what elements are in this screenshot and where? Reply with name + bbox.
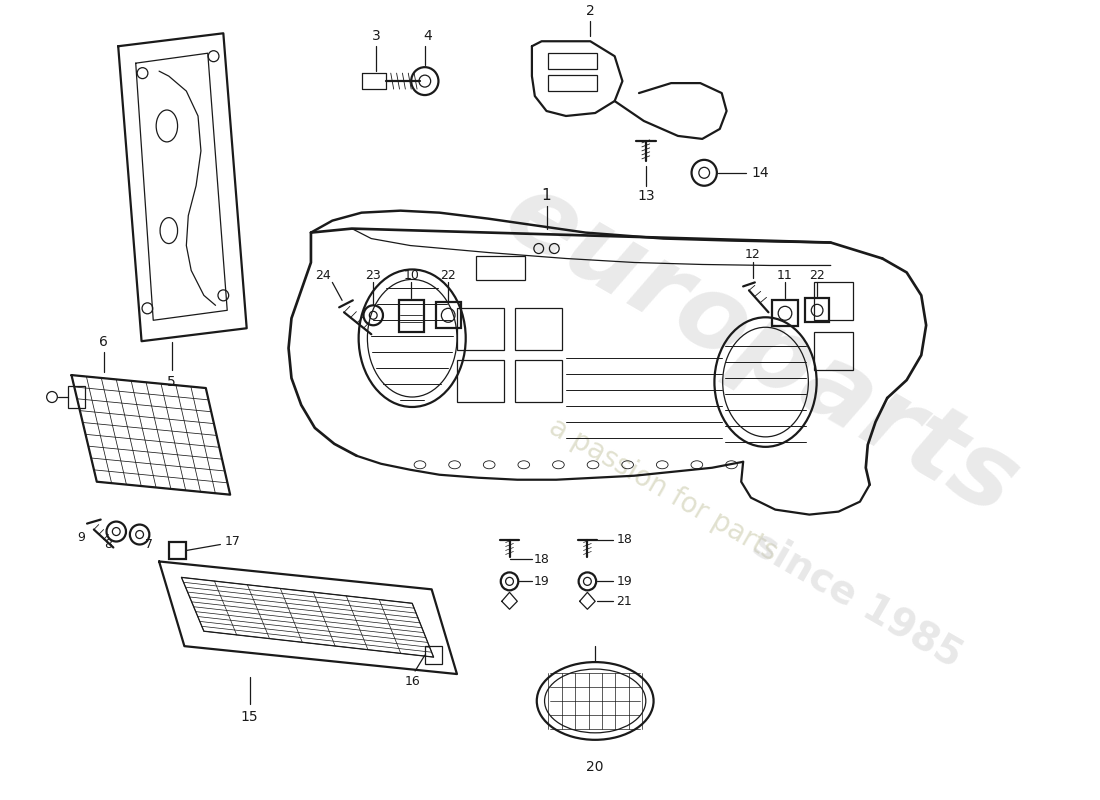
Bar <box>476 257 525 281</box>
Bar <box>436 302 461 328</box>
Text: 21: 21 <box>616 594 632 608</box>
Text: 11: 11 <box>777 269 793 282</box>
Text: 24: 24 <box>315 269 330 282</box>
Bar <box>549 75 597 91</box>
Text: 20: 20 <box>586 760 604 774</box>
Bar <box>456 360 504 402</box>
Text: 14: 14 <box>752 166 770 180</box>
Text: 4: 4 <box>424 30 432 43</box>
Bar <box>168 542 186 559</box>
Text: 16: 16 <box>405 674 420 687</box>
Bar <box>772 300 798 326</box>
Text: 6: 6 <box>99 335 108 350</box>
Text: 22: 22 <box>810 269 825 282</box>
Bar <box>814 332 854 370</box>
Text: 10: 10 <box>404 269 419 282</box>
Text: 22: 22 <box>440 269 456 282</box>
Bar <box>805 298 828 322</box>
Text: 2: 2 <box>586 4 595 18</box>
Bar <box>516 308 562 350</box>
Text: 9: 9 <box>77 531 85 544</box>
Text: 15: 15 <box>241 710 258 724</box>
Bar <box>67 386 85 408</box>
Text: 3: 3 <box>372 30 381 43</box>
Bar <box>814 282 854 320</box>
Bar <box>398 300 424 332</box>
Text: 17: 17 <box>226 535 241 548</box>
Bar <box>516 360 562 402</box>
Text: 12: 12 <box>745 248 761 261</box>
Text: a passion for parts: a passion for parts <box>544 413 782 566</box>
Text: 7: 7 <box>145 538 153 551</box>
Text: 19: 19 <box>534 575 550 588</box>
Text: 18: 18 <box>534 553 550 566</box>
Text: since 1985: since 1985 <box>747 524 969 674</box>
Text: 1: 1 <box>541 188 551 203</box>
Text: 18: 18 <box>616 533 632 546</box>
Text: europarts: europarts <box>486 162 1035 538</box>
Text: 23: 23 <box>365 269 381 282</box>
Text: 19: 19 <box>616 575 632 588</box>
Bar <box>456 308 504 350</box>
Text: 5: 5 <box>167 375 176 389</box>
Text: 13: 13 <box>637 189 654 202</box>
Bar <box>549 54 597 69</box>
Bar <box>425 646 442 664</box>
Text: 8: 8 <box>104 538 112 551</box>
